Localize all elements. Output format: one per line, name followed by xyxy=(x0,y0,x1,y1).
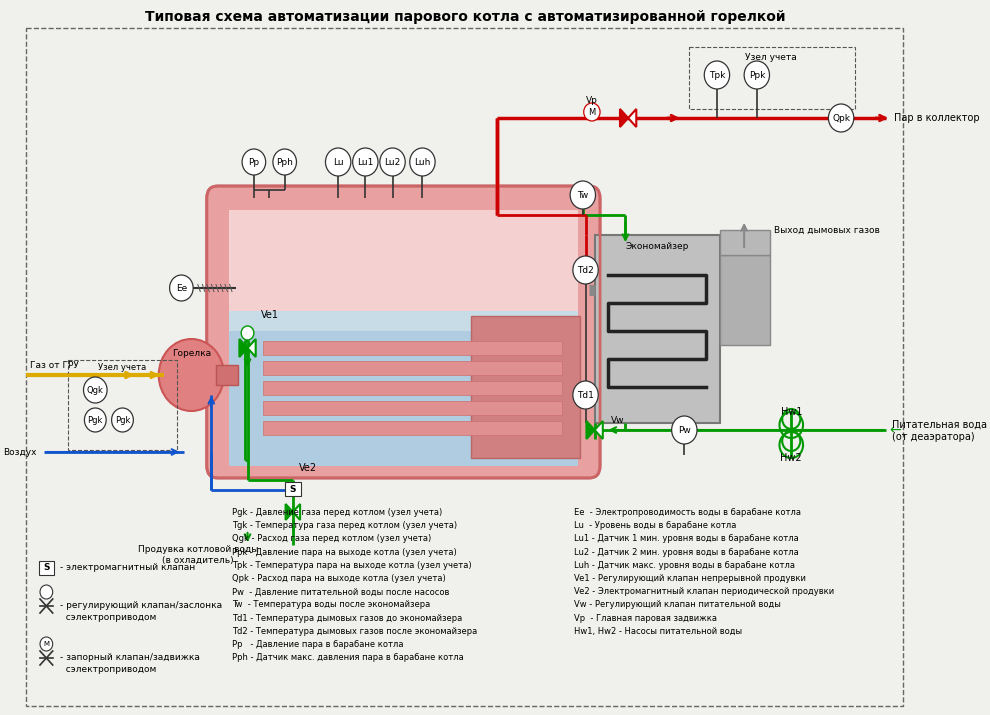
Text: ←: ← xyxy=(889,423,901,437)
Bar xyxy=(471,316,580,458)
Text: Tpk: Tpk xyxy=(709,71,725,79)
Text: Pgk - Давление газа перед котлом (узел учета)
Tgk - Температура газа перед котло: Pgk - Давление газа перед котлом (узел у… xyxy=(232,508,477,662)
Circle shape xyxy=(158,339,224,411)
Polygon shape xyxy=(586,421,595,439)
Circle shape xyxy=(671,416,697,444)
Text: S: S xyxy=(290,485,296,493)
Bar xyxy=(595,235,720,423)
Text: Lu2: Lu2 xyxy=(384,157,401,167)
Circle shape xyxy=(584,103,600,121)
Circle shape xyxy=(242,326,253,340)
Text: - регулирующий клапан/заслонка: - регулирующий клапан/заслонка xyxy=(60,601,222,611)
Text: Ee: Ee xyxy=(176,284,187,292)
Text: Pgk: Pgk xyxy=(87,415,103,425)
Text: (от деаэратора): (от деаэратора) xyxy=(892,432,974,442)
Polygon shape xyxy=(620,109,628,127)
Text: Воздух: Воздух xyxy=(3,448,37,456)
Circle shape xyxy=(169,275,193,301)
Text: Vw: Vw xyxy=(611,415,625,425)
Text: сэлектроприводом: сэлектроприводом xyxy=(60,664,156,674)
Text: Vp: Vp xyxy=(586,96,598,104)
Text: M: M xyxy=(588,107,596,117)
FancyBboxPatch shape xyxy=(207,186,600,478)
Text: (в охладитель): (в охладитель) xyxy=(162,556,234,565)
Circle shape xyxy=(84,408,106,432)
Circle shape xyxy=(243,149,265,175)
Circle shape xyxy=(744,61,769,89)
Text: Qpk: Qpk xyxy=(833,114,850,122)
Circle shape xyxy=(112,408,134,432)
Text: сэлектроприводом: сэлектроприводом xyxy=(60,613,156,621)
Bar xyxy=(285,482,301,496)
Text: Узел учета: Узел учета xyxy=(745,53,797,62)
Polygon shape xyxy=(628,109,637,127)
Circle shape xyxy=(704,61,730,89)
Bar xyxy=(229,210,578,311)
Bar xyxy=(263,421,562,435)
Circle shape xyxy=(829,104,853,132)
Circle shape xyxy=(570,181,596,209)
Text: Выход дымовых газов: Выход дымовых газов xyxy=(774,225,880,235)
Text: Hw2: Hw2 xyxy=(780,453,802,463)
Bar xyxy=(229,331,578,466)
Text: - электромагнитный клапан: - электромагнитный клапан xyxy=(60,563,195,573)
Polygon shape xyxy=(285,504,293,520)
Bar xyxy=(229,311,578,331)
Text: Td1: Td1 xyxy=(577,390,594,400)
Circle shape xyxy=(40,637,52,651)
Text: Hw1: Hw1 xyxy=(780,407,802,417)
Text: Pph: Pph xyxy=(276,157,293,167)
Text: Td2: Td2 xyxy=(577,265,594,275)
Polygon shape xyxy=(240,339,248,357)
Bar xyxy=(263,381,562,395)
Circle shape xyxy=(40,585,52,599)
Text: Ee  - Электропроводимость воды в барабане котла
Lu  - Уровень воды в барабане ко: Ee - Электропроводимость воды в барабане… xyxy=(574,508,834,636)
Text: Узел учета: Узел учета xyxy=(98,363,147,372)
Text: Pw: Pw xyxy=(678,425,691,435)
Text: Типовая схема автоматизации парового котла с автоматизированной горелкой: Типовая схема автоматизации парового кот… xyxy=(145,10,785,24)
Polygon shape xyxy=(595,421,603,439)
Circle shape xyxy=(573,381,598,409)
Text: Газ от ГРУ: Газ от ГРУ xyxy=(30,360,79,370)
Text: S: S xyxy=(44,563,50,573)
Polygon shape xyxy=(293,504,300,520)
Text: Lu1: Lu1 xyxy=(357,157,373,167)
Text: - запорный клапан/задвижка: - запорный клапан/задвижка xyxy=(60,654,200,663)
Text: Luh: Luh xyxy=(414,157,431,167)
Bar xyxy=(263,361,562,375)
Bar xyxy=(720,230,769,255)
Bar xyxy=(263,401,562,415)
Text: Pp: Pp xyxy=(248,157,259,167)
Circle shape xyxy=(326,148,350,176)
Text: Пар в коллектор: Пар в коллектор xyxy=(894,113,979,123)
Text: Горелка: Горелка xyxy=(172,349,211,358)
Circle shape xyxy=(380,148,405,176)
Text: Qgk: Qgk xyxy=(87,385,104,395)
Text: Питательная вода: Питательная вода xyxy=(892,420,987,430)
Bar xyxy=(40,561,53,575)
Text: Продувка котловой воды: Продувка котловой воды xyxy=(138,545,257,554)
Circle shape xyxy=(273,149,296,175)
Text: Lu: Lu xyxy=(333,157,344,167)
Polygon shape xyxy=(248,339,255,357)
Circle shape xyxy=(352,148,378,176)
Circle shape xyxy=(573,256,598,284)
Circle shape xyxy=(410,148,436,176)
Circle shape xyxy=(83,377,107,403)
Text: Экономайзер: Экономайзер xyxy=(626,242,689,251)
Bar xyxy=(263,341,562,355)
Text: Ppk: Ppk xyxy=(748,71,765,79)
Bar xyxy=(216,365,239,385)
Text: M: M xyxy=(44,641,50,647)
Text: Tw: Tw xyxy=(577,190,588,199)
Text: Ve2: Ve2 xyxy=(299,463,318,473)
Text: Ve1: Ve1 xyxy=(261,310,279,320)
Bar xyxy=(720,255,769,345)
Text: Pgk: Pgk xyxy=(115,415,130,425)
